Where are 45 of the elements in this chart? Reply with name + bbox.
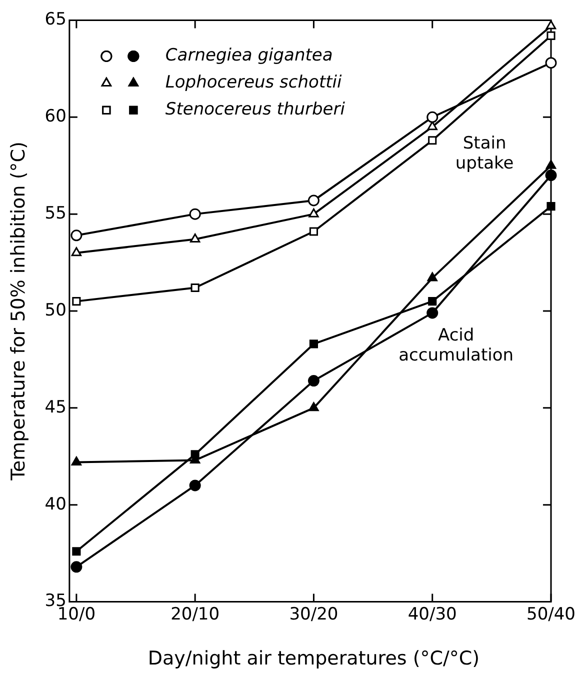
x-tick-label: 30/20 bbox=[289, 604, 338, 624]
point bbox=[546, 202, 556, 211]
point bbox=[71, 456, 82, 466]
legend-label: Lophocereus schottii bbox=[165, 72, 342, 93]
point bbox=[72, 297, 81, 306]
y-tick-label: 40 bbox=[44, 494, 66, 514]
point bbox=[190, 283, 200, 292]
point bbox=[70, 230, 82, 242]
point bbox=[189, 208, 201, 220]
x-tick-label: 20/10 bbox=[170, 604, 220, 624]
y-axis-title: Temperature for 50% inhibition (°C) bbox=[7, 142, 30, 482]
point bbox=[308, 375, 320, 387]
point bbox=[545, 170, 557, 182]
y-tick-label: 45 bbox=[44, 397, 66, 418]
x-tick-label: 50/40 bbox=[526, 604, 576, 624]
y-tick-label: 65 bbox=[44, 10, 66, 30]
point bbox=[308, 194, 320, 206]
y-tick-label: 60 bbox=[44, 106, 66, 127]
point bbox=[426, 307, 438, 319]
point bbox=[309, 227, 318, 236]
point bbox=[309, 340, 318, 348]
x-axis-title: Day/night air temperatures (°C/°C) bbox=[148, 648, 480, 670]
legend-label: Carnegiea gigantea bbox=[165, 46, 333, 66]
point bbox=[189, 480, 201, 492]
point bbox=[71, 247, 82, 256]
point bbox=[427, 272, 438, 282]
point bbox=[70, 561, 82, 573]
point bbox=[427, 121, 438, 130]
legend-label: Stenocereus thurberi bbox=[165, 100, 346, 120]
x-tick-label: 40/30 bbox=[408, 604, 457, 624]
point bbox=[308, 402, 319, 412]
point bbox=[428, 136, 437, 145]
y-tick-label: 50 bbox=[44, 300, 66, 320]
point bbox=[545, 57, 557, 69]
point bbox=[190, 234, 200, 243]
annotation: Stain uptake bbox=[455, 133, 514, 174]
point bbox=[546, 31, 556, 40]
y-tick-label: 55 bbox=[44, 203, 66, 224]
point bbox=[72, 547, 81, 556]
point bbox=[546, 20, 556, 30]
point bbox=[428, 297, 437, 306]
point bbox=[426, 111, 438, 123]
annotation: Acid accumulation bbox=[398, 325, 514, 366]
point bbox=[308, 208, 319, 218]
point bbox=[546, 160, 556, 169]
